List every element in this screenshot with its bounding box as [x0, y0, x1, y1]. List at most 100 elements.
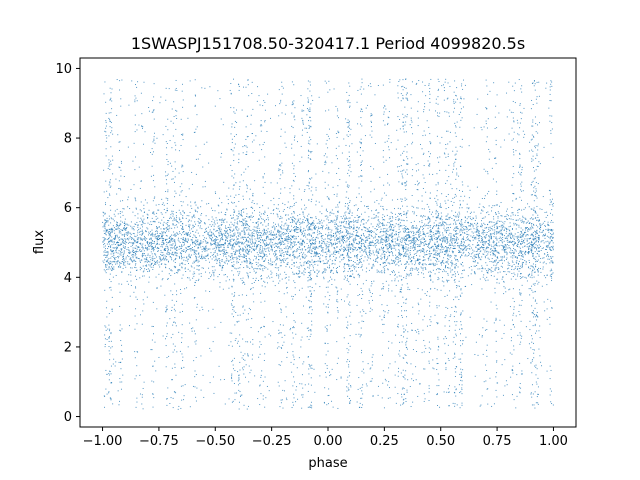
data-point: [521, 265, 523, 267]
data-point: [158, 256, 160, 258]
data-point: [448, 218, 450, 220]
data-point: [373, 168, 375, 170]
data-point: [232, 150, 234, 152]
data-point: [466, 246, 468, 248]
data-point: [370, 242, 372, 244]
data-point: [224, 227, 226, 229]
data-point: [281, 81, 283, 83]
data-point: [528, 247, 530, 249]
data-point: [117, 227, 119, 229]
data-point: [384, 250, 386, 252]
data-point: [288, 246, 290, 248]
data-point: [413, 231, 415, 233]
data-point: [207, 258, 209, 260]
data-point: [287, 206, 289, 208]
data-point: [444, 153, 446, 155]
data-point: [391, 229, 393, 231]
data-point: [212, 218, 214, 220]
scatter-points: [102, 78, 554, 410]
data-point: [455, 146, 457, 148]
data-point: [469, 222, 471, 224]
data-point: [130, 271, 132, 273]
data-point: [327, 229, 329, 231]
data-point: [106, 255, 108, 257]
data-point: [181, 277, 183, 279]
data-point: [138, 124, 140, 126]
data-point: [152, 221, 154, 223]
data-point: [520, 236, 522, 238]
data-point: [233, 228, 235, 230]
data-point: [136, 221, 138, 223]
data-point: [346, 390, 348, 392]
data-point: [537, 245, 539, 247]
data-point: [270, 239, 272, 241]
data-point: [153, 136, 155, 138]
data-point: [534, 323, 536, 325]
data-point: [407, 244, 409, 246]
data-point: [418, 313, 420, 315]
data-point: [378, 236, 380, 238]
data-point: [384, 240, 386, 242]
data-point: [413, 243, 415, 245]
data-point: [189, 255, 191, 257]
data-point: [508, 267, 510, 269]
data-point: [431, 263, 433, 265]
data-point: [188, 277, 190, 279]
data-point: [329, 295, 331, 297]
data-point: [354, 268, 356, 270]
data-point: [345, 241, 347, 243]
data-point: [291, 143, 293, 145]
data-point: [530, 265, 532, 267]
data-point: [443, 247, 445, 249]
data-point: [225, 232, 227, 234]
data-point: [455, 395, 457, 397]
data-point: [352, 228, 354, 230]
data-point: [505, 380, 507, 382]
data-point: [550, 83, 552, 85]
data-point: [109, 164, 111, 166]
data-point: [436, 305, 438, 307]
data-point: [166, 398, 168, 400]
data-point: [256, 234, 258, 236]
data-point: [284, 380, 286, 382]
data-point: [268, 233, 270, 235]
data-point: [509, 288, 511, 290]
data-point: [106, 251, 108, 253]
data-point: [166, 259, 168, 261]
data-point: [174, 196, 176, 198]
data-point: [438, 385, 440, 387]
data-point: [310, 384, 312, 386]
data-point: [532, 244, 533, 246]
data-point: [438, 268, 440, 270]
data-point: [548, 225, 550, 227]
data-point: [111, 244, 113, 246]
data-point: [327, 343, 329, 345]
data-point: [142, 275, 144, 277]
data-point: [408, 234, 410, 236]
data-point: [534, 238, 536, 240]
data-point: [175, 211, 177, 213]
data-point: [136, 365, 138, 367]
data-point: [256, 264, 258, 266]
data-point: [382, 224, 384, 226]
data-point: [388, 243, 390, 245]
data-point: [410, 117, 412, 119]
data-point: [382, 230, 384, 232]
data-point: [106, 300, 108, 302]
data-point: [244, 242, 246, 244]
data-point: [107, 221, 109, 223]
data-point: [382, 156, 384, 158]
data-point: [403, 331, 405, 333]
data-point: [405, 324, 407, 326]
data-point: [105, 329, 107, 331]
data-point: [167, 249, 169, 251]
data-point: [238, 273, 240, 275]
data-point: [212, 243, 214, 245]
data-point: [348, 205, 350, 207]
data-point: [343, 226, 345, 228]
data-point: [280, 308, 282, 310]
data-point: [347, 206, 349, 208]
data-point: [267, 244, 269, 246]
data-point: [280, 311, 282, 313]
data-point: [402, 205, 404, 207]
